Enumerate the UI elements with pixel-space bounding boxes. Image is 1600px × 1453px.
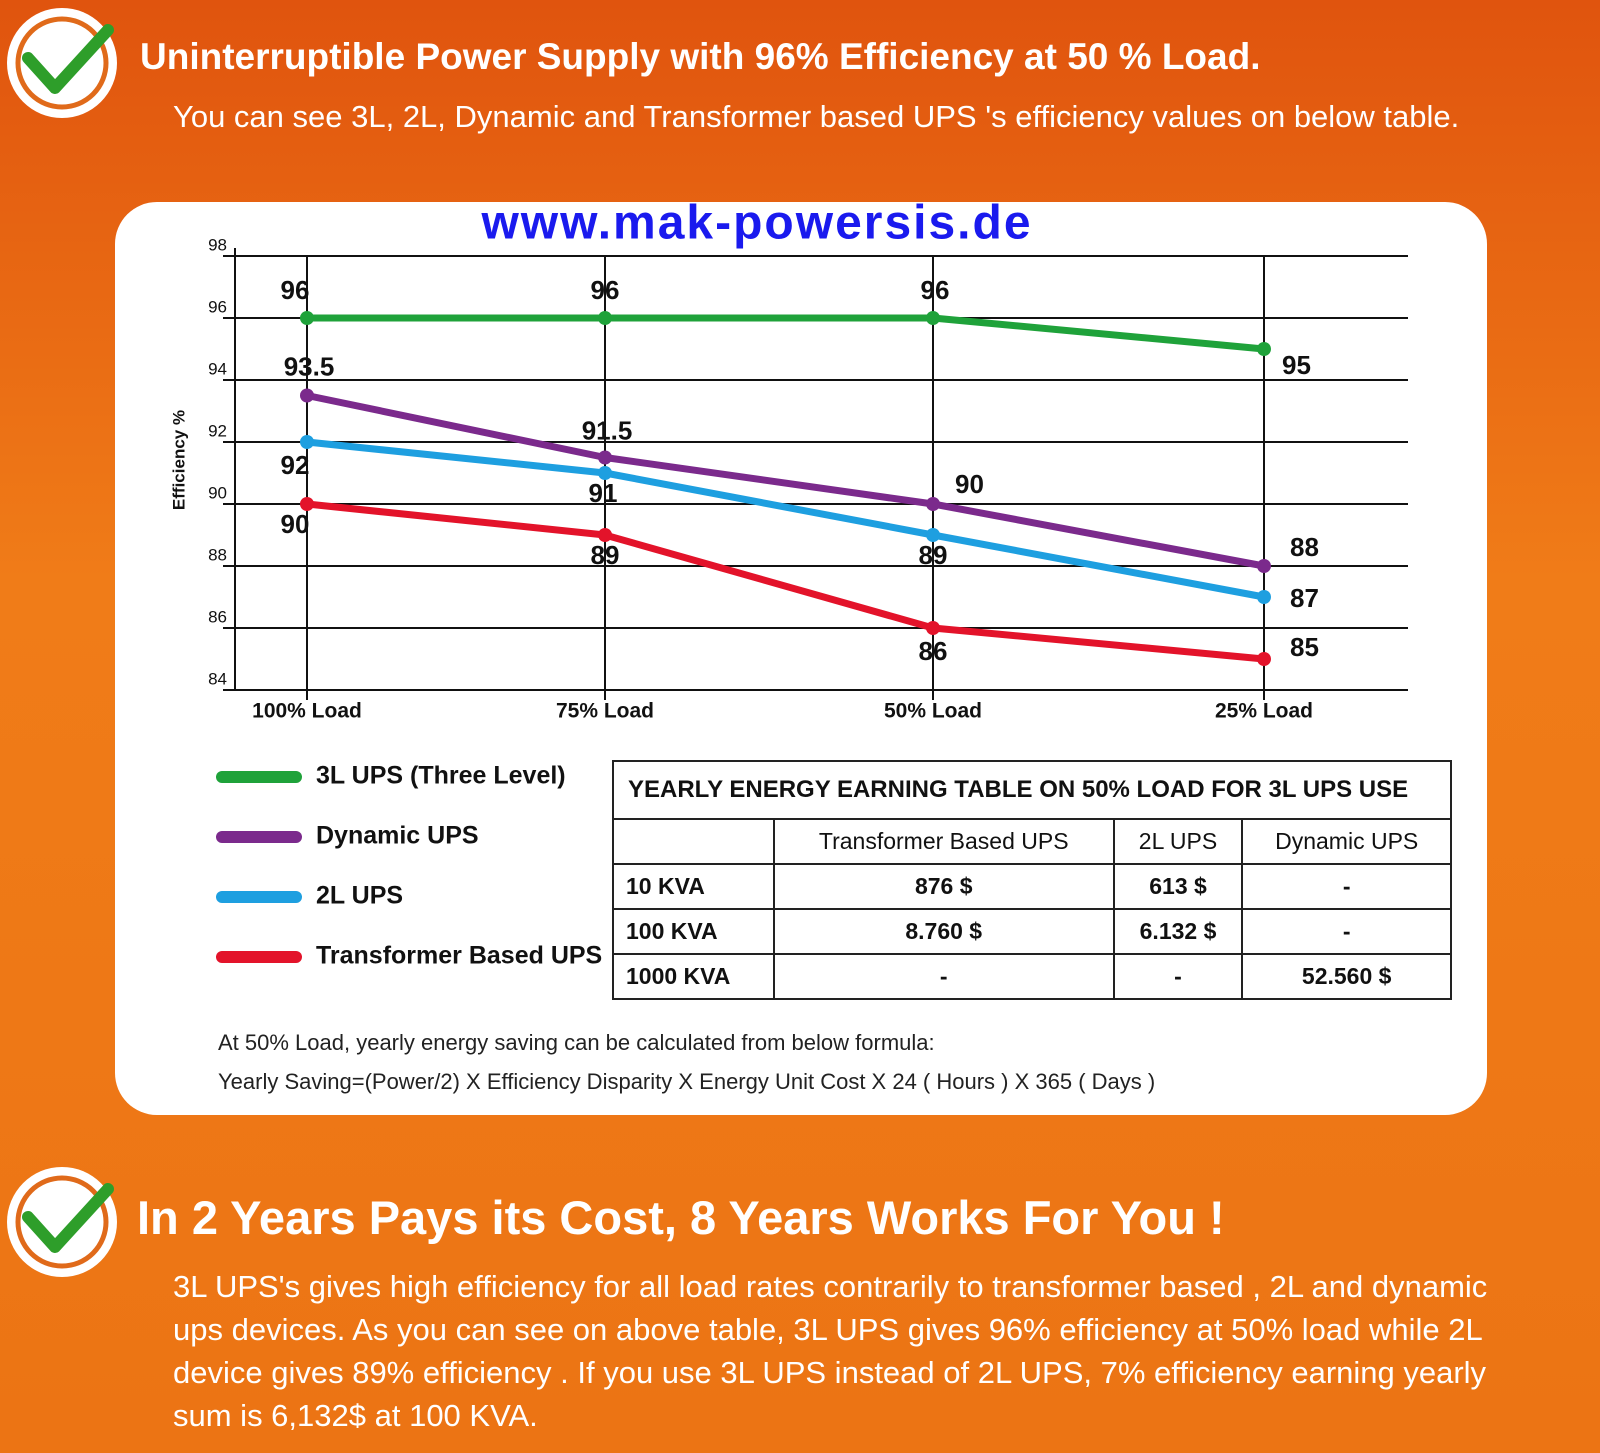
data-point xyxy=(300,311,314,325)
data-point xyxy=(300,388,314,403)
data-label: 89 xyxy=(919,540,948,570)
table-cell: - xyxy=(1112,954,1243,1000)
legend-label: 3L UPS (Three Level) xyxy=(316,762,566,790)
y-tick-label: 92 xyxy=(208,421,227,440)
x-tick-label: 75% Load xyxy=(556,700,654,723)
table-cell: 8.760 $ xyxy=(772,909,1114,955)
y-tick-label: 98 xyxy=(208,235,227,254)
y-tick-label: 96 xyxy=(208,297,227,316)
table-cell: 6.132 $ xyxy=(1112,909,1243,955)
table-row: 1000 KVA - -52.560 $ xyxy=(613,954,1451,1000)
y-tick-label: 90 xyxy=(208,483,227,502)
data-point xyxy=(1257,590,1271,604)
series-line xyxy=(307,314,1265,353)
data-label: 96 xyxy=(591,275,620,305)
table-cell: 1000 KVA xyxy=(613,954,774,1000)
legend-label: 2L UPS xyxy=(316,882,403,910)
data-label: 93.5 xyxy=(284,351,335,381)
y-tick-label: 88 xyxy=(208,545,227,564)
x-tick-label: 50% Load xyxy=(884,700,982,723)
data-label: 95 xyxy=(1282,350,1311,380)
series-line xyxy=(306,438,1265,601)
series-line xyxy=(306,500,1265,663)
y-tick-label: 84 xyxy=(208,669,227,688)
table-cell: - xyxy=(1241,909,1451,955)
data-label: 91.5 xyxy=(582,415,633,445)
table-cell: Dynamic UPS xyxy=(1241,819,1451,865)
table-row: 100 KVA 8.760 $6.132 $ - xyxy=(613,909,1451,955)
data-label: 92 xyxy=(281,450,310,480)
table-cell: 613 $ xyxy=(1112,864,1243,910)
data-point xyxy=(1257,652,1271,666)
paragraph: 3L UPS's gives high efficiency for all l… xyxy=(173,1269,1488,1433)
y-tick-label: 86 xyxy=(208,607,227,626)
data-label: 90 xyxy=(281,509,310,539)
data-point xyxy=(300,435,314,449)
table-cell: Transformer Based UPS xyxy=(772,819,1114,865)
x-tick-label: 25% Load xyxy=(1215,700,1313,723)
table-title: YEARLY ENERGY EARNING TABLE ON 50% LOAD … xyxy=(613,761,1451,820)
check-icon xyxy=(7,1167,117,1277)
table-cell: 10 KVA xyxy=(613,864,774,910)
data-label: 96 xyxy=(921,275,950,305)
data-point xyxy=(300,497,314,511)
table-cell: - xyxy=(772,954,1114,1000)
legend-label: Transformer Based UPS xyxy=(316,942,602,970)
table-cell: 100 KVA xyxy=(613,909,774,955)
table: YEARLY ENERGY EARNING TABLE ON 50% LOAD … xyxy=(612,760,1452,1000)
data-point xyxy=(926,311,940,325)
data-point xyxy=(1257,559,1271,573)
data-point xyxy=(1257,342,1271,356)
data-label: 90 xyxy=(955,469,984,499)
table-cell: 2L UPS xyxy=(1112,819,1243,865)
heading: In 2 Years Pays its Cost, 8 Years Works … xyxy=(137,1191,1225,1244)
legend-label: Dynamic UPS xyxy=(316,822,479,850)
data-point xyxy=(598,311,612,325)
data-label: 85 xyxy=(1290,632,1319,662)
y-tick-label: 94 xyxy=(208,359,227,378)
table-cell: 876 $ xyxy=(772,864,1114,910)
check-icon xyxy=(7,8,117,118)
data-point xyxy=(598,528,612,542)
website: www.mak-powersis.de xyxy=(480,197,1032,250)
table-row: 10 KVA 876 $613 $ - xyxy=(613,864,1451,910)
data-point xyxy=(926,621,940,635)
data-point xyxy=(926,497,940,511)
data-label: 86 xyxy=(919,636,948,666)
y-axis-label: Efficiency % xyxy=(169,410,188,510)
table-cell: 52.560 $ xyxy=(1241,954,1451,1000)
subtitle: You can see 3L, 2L, Dynamic and Transfor… xyxy=(173,99,1460,134)
data-point xyxy=(598,450,612,465)
data-label: 87 xyxy=(1290,583,1319,613)
data-label: 96 xyxy=(281,275,310,305)
data-label: 91 xyxy=(589,478,618,508)
data-point xyxy=(926,528,940,542)
note: Yearly Saving=(Power/2) X Efficiency Dis… xyxy=(218,1069,1156,1094)
table-cell: - xyxy=(1241,864,1451,910)
series-line xyxy=(306,392,1265,570)
x-tick-label: 100% Load xyxy=(252,700,362,723)
data-label: 89 xyxy=(591,540,620,570)
data-point xyxy=(598,466,612,480)
data-label: 88 xyxy=(1290,532,1319,562)
heading: Uninterruptible Power Supply with 96% Ef… xyxy=(140,36,1261,77)
note: At 50% Load, yearly energy saving can be… xyxy=(218,1030,935,1055)
